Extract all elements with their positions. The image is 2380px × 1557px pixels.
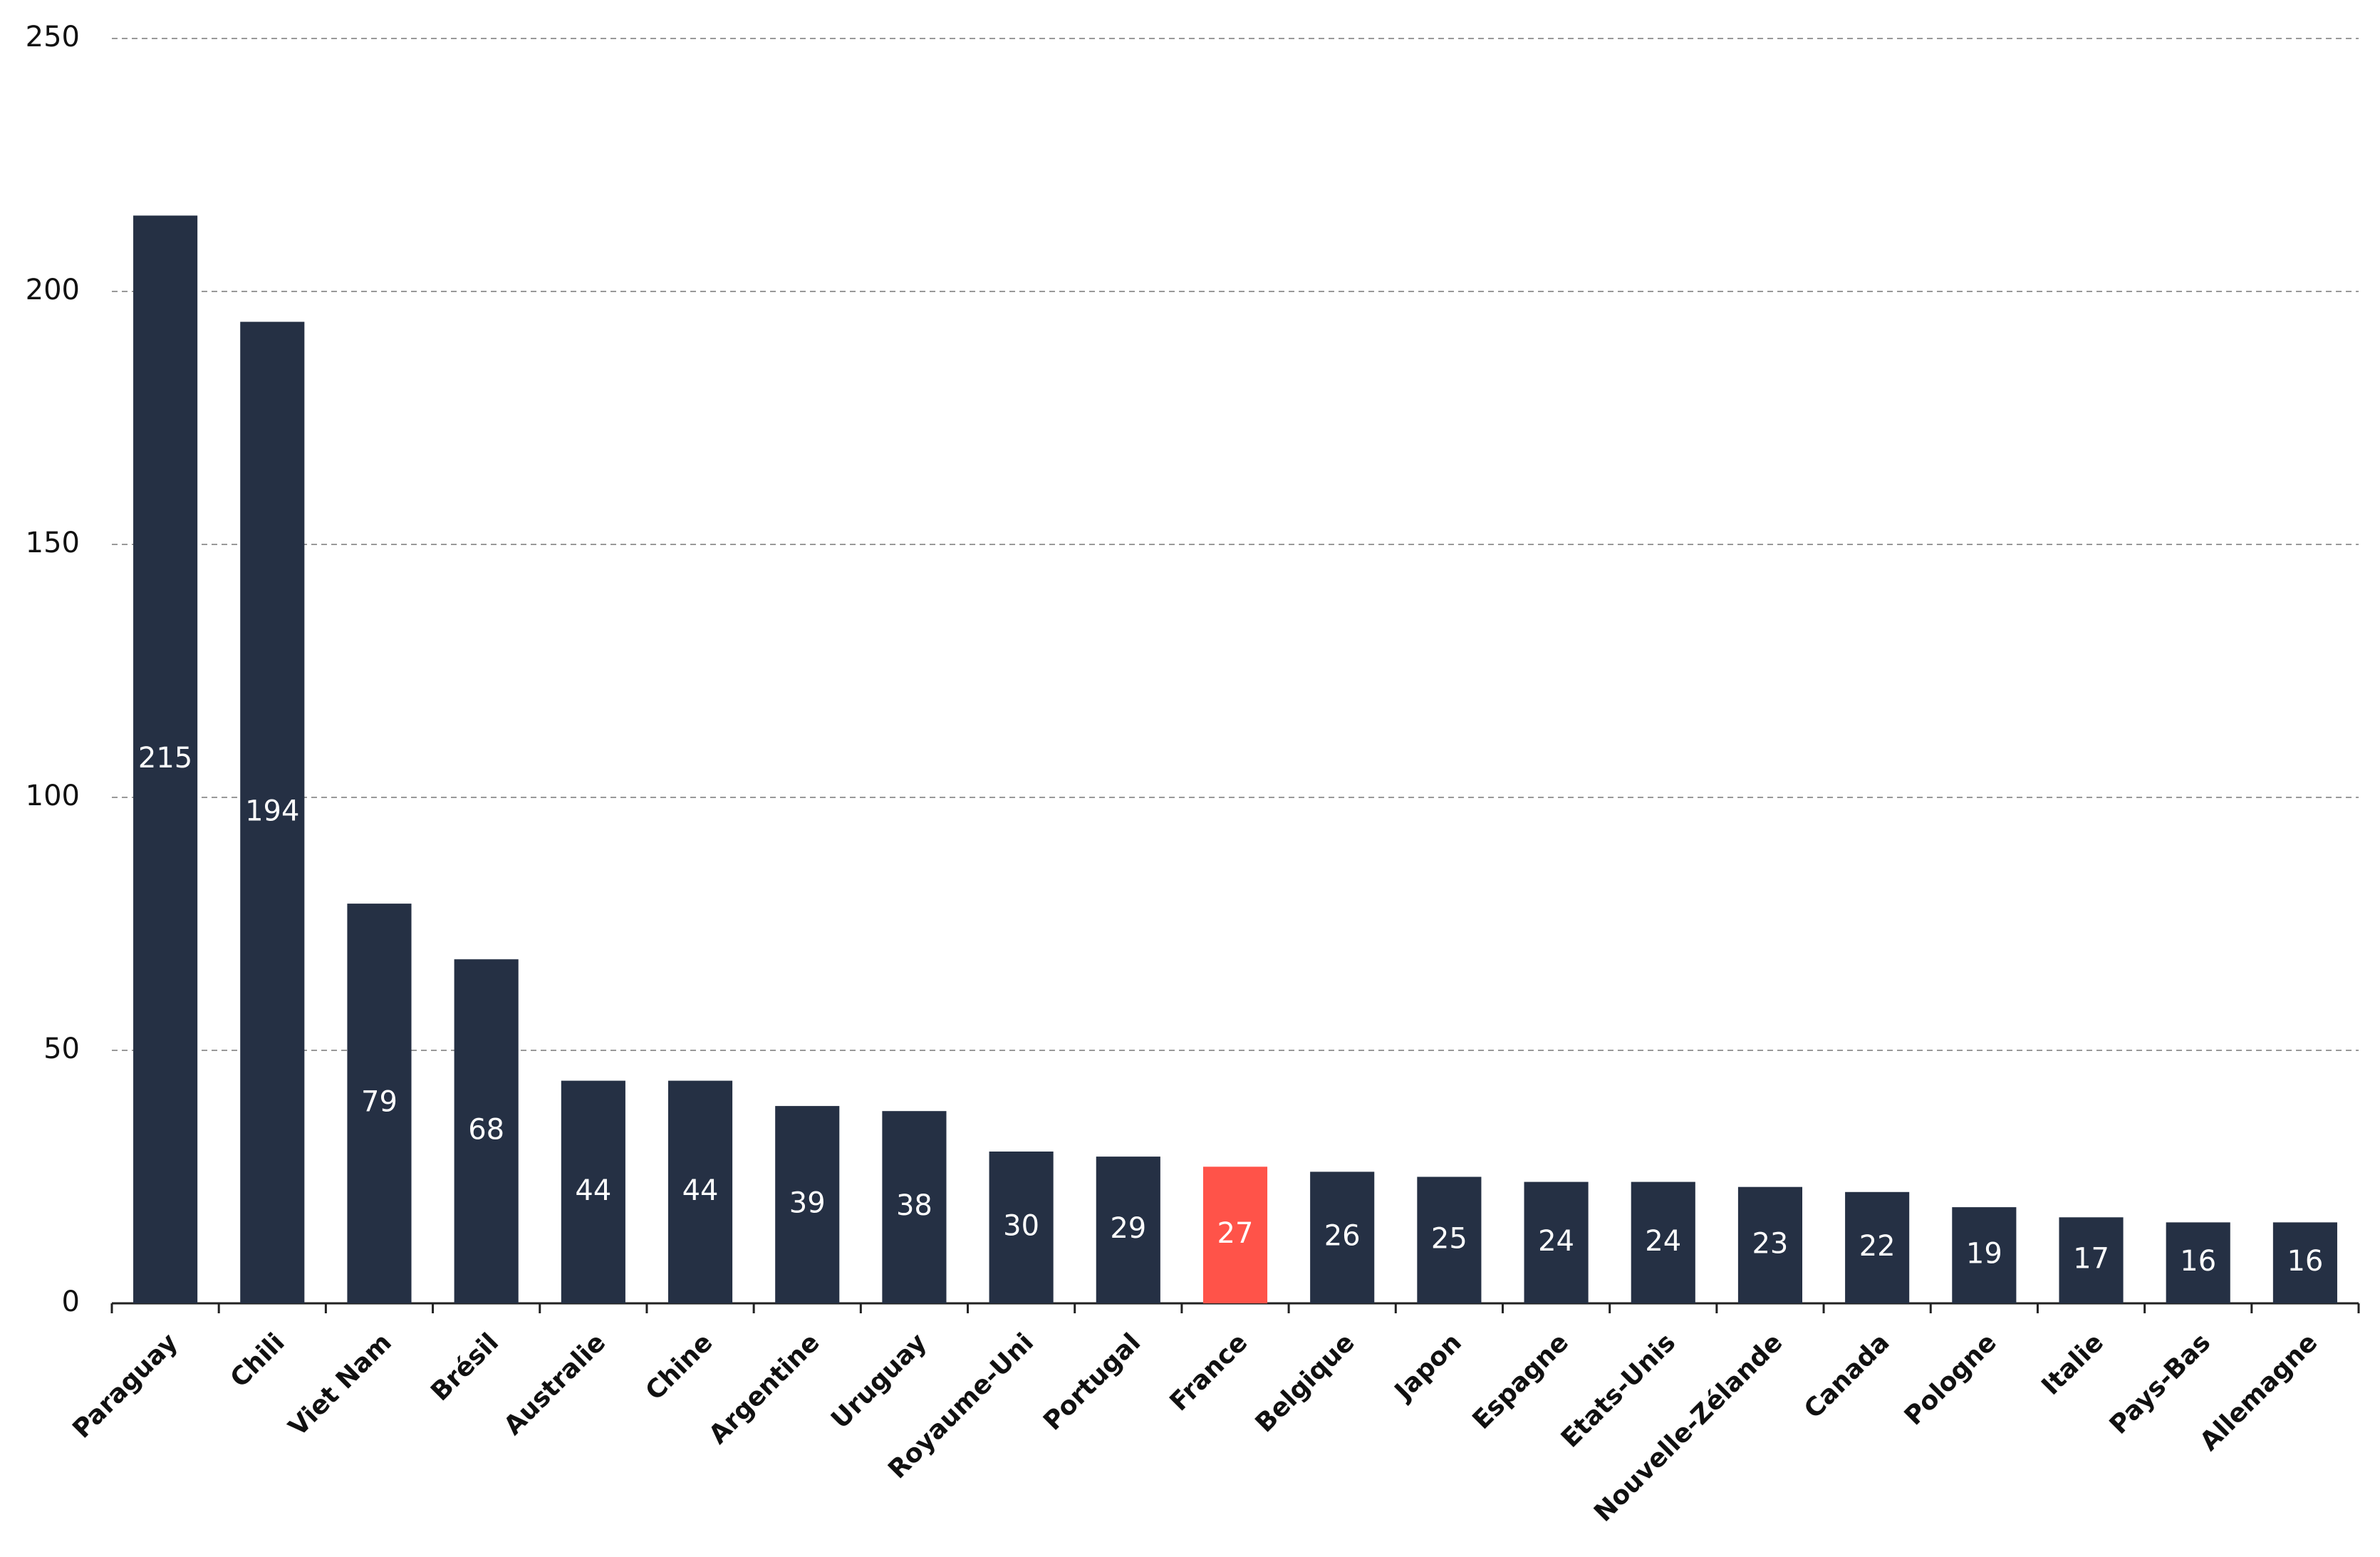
bar [2166,1222,2230,1303]
bar [347,904,412,1303]
x-tick-label: Espagne [1467,1328,1574,1435]
bar [454,959,519,1303]
value-label: 194 [245,795,299,827]
bar [2059,1217,2124,1303]
y-tick-label: 50 [43,1033,80,1065]
value-label: 22 [1859,1230,1896,1263]
value-label: 23 [1752,1227,1788,1260]
value-label: 17 [2073,1243,2109,1276]
x-tick-label: Canada [1799,1328,1896,1424]
y-tick-label: 200 [26,274,80,306]
bar [882,1111,947,1303]
bar [775,1106,840,1303]
value-label: 39 [789,1187,826,1220]
x-tick-label: Pologne [1899,1328,2002,1431]
bar [1631,1181,1695,1303]
bar [1737,1186,1803,1303]
bar [667,1080,733,1303]
x-tick-label: Paraguay [67,1328,183,1444]
value-label: 24 [1538,1225,1574,1258]
value-label: 44 [682,1174,719,1207]
value-label: 38 [896,1189,932,1222]
value-label: 68 [468,1114,504,1147]
value-label: 26 [1324,1220,1361,1253]
value-label: 29 [1110,1212,1146,1245]
x-tick-label: Chine [640,1328,719,1406]
bar [2272,1222,2337,1303]
bar [1096,1157,1160,1303]
x-tick-label: Argentine [704,1328,826,1449]
bar [240,321,305,1304]
value-label: 44 [575,1174,611,1207]
x-tick-label: Chili [225,1328,291,1393]
value-label: 25 [1431,1222,1467,1255]
value-label: 215 [138,742,192,775]
value-label: 30 [1003,1210,1039,1243]
bar [561,1080,625,1303]
x-tick-label: Uruguay [826,1328,932,1434]
value-label: 27 [1217,1217,1254,1250]
x-tick-label: Pays-Bas [2104,1328,2216,1439]
bar [1202,1167,1268,1303]
value-label: 79 [361,1086,397,1119]
x-tick-label: Japon [1388,1328,1467,1407]
value-label: 16 [2287,1245,2323,1278]
y-tick-label: 100 [26,780,80,812]
x-tick-label: Australie [499,1328,612,1441]
bar [133,215,198,1303]
bar [1310,1171,1375,1303]
x-tick-label: Brésil [425,1328,504,1407]
x-tick-label: Italie [2036,1328,2109,1401]
value-label: 19 [1966,1238,2002,1271]
x-tick-label: Nouvelle-Zélande [1589,1328,1788,1527]
bar [1952,1207,2017,1303]
bar [989,1152,1054,1303]
value-label: 16 [2180,1245,2216,1278]
bar [1524,1181,1589,1303]
x-tick-label: Viet Nam [284,1328,397,1442]
bar [1845,1191,1910,1303]
value-label: 24 [1645,1225,1681,1258]
y-tick-label: 150 [26,527,80,559]
y-tick-label: 250 [26,21,80,53]
x-tick-label: Portugal [1038,1328,1146,1436]
bar [1417,1176,1482,1303]
x-tick-label: France [1164,1328,1253,1417]
x-tick-label: Belgique [1250,1328,1361,1438]
y-tick-label: 0 [62,1286,80,1318]
